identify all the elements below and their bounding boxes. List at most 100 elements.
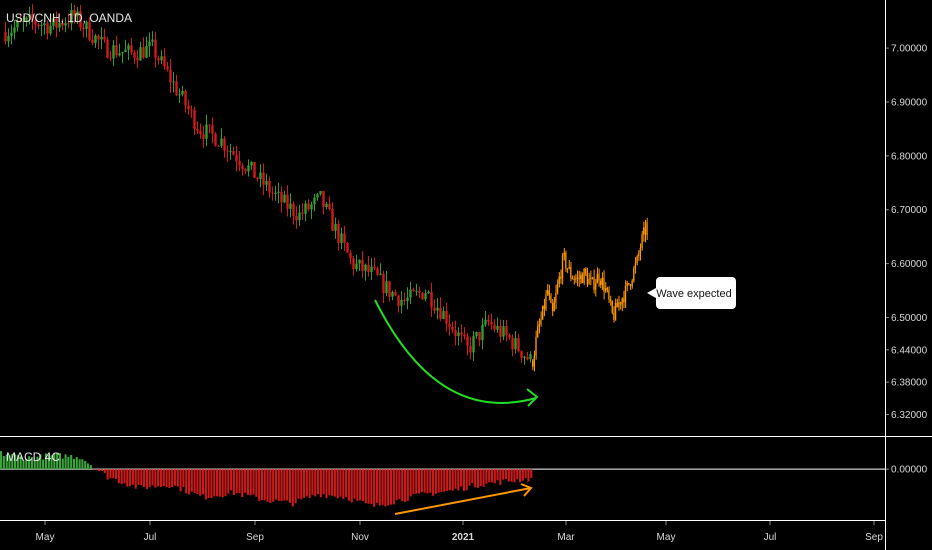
projection-body [623,298,625,303]
macd-bar [460,469,463,487]
projection-body [566,268,569,270]
macd-bar [521,469,524,481]
candle-body [130,45,133,53]
macd-bar [297,469,300,499]
macd-bar [507,469,510,482]
macd-bar [328,469,331,496]
candle-body [10,32,13,37]
macd-bar [319,469,322,498]
candle-body [247,165,250,172]
candle-body [433,307,436,311]
macd-bar [148,469,151,488]
curved-arrow [374,299,537,404]
macd-bar [30,457,33,470]
candle-body [163,56,166,67]
macd-bar [375,469,379,503]
candle-body [397,295,400,306]
candle-body [403,299,406,302]
macd-bar [370,469,373,505]
projection-body [575,278,577,280]
candle-body [82,27,85,29]
macd-bar [241,469,244,498]
macd-bar [86,463,90,470]
macd-bar [109,469,112,479]
macd-bar [417,469,421,494]
candle-body [517,338,520,352]
macd-bar [454,469,457,489]
time-tick-label: May [657,532,676,543]
macd-bar [134,469,137,489]
macd-bar [485,469,488,485]
macd-bar [238,469,241,494]
candle-body [334,223,337,231]
candle-body [409,289,412,298]
macd-bar [288,469,292,503]
candle-body [460,332,463,335]
candle-body [127,45,130,50]
candle-body [184,91,187,106]
macd-bar [249,469,252,496]
candle-body [7,36,10,42]
chart-title: USD/CNH, 1D, OANDA [6,11,132,25]
macd-pane[interactable] [0,451,885,515]
candle-body [145,46,148,58]
candle-body [217,145,220,147]
macd-bar [266,469,269,502]
candle-body [25,17,28,22]
macd-bar [193,469,196,493]
candle-body [196,128,199,131]
candle-body [214,133,217,146]
candle-body [286,194,289,209]
time-tick-label: Jul [764,532,777,543]
candle-body [52,18,55,26]
projection-body [536,326,539,337]
price-axis[interactable]: 7.00000 6.90000 6.80000 6.70000 6.60000 6.500… [885,44,928,476]
candle-body [250,161,253,166]
candle-body [436,307,439,311]
macd-bar [81,459,84,470]
projection-body [634,263,636,269]
macd-bar [493,469,496,484]
macd-bar [280,469,283,502]
macd-bar [518,469,522,483]
candle-body [481,324,484,341]
macd-bar [143,469,146,487]
candle-body [94,35,97,43]
macd-bar [2,456,5,470]
projection-body [618,302,620,308]
price-tick-label: 7.00000 [891,44,928,55]
candle-body [64,23,67,26]
price-pane[interactable] [4,3,532,365]
candle-body [391,291,394,297]
candle-body [304,203,307,214]
candle-body [415,290,418,292]
candle-body [43,23,46,26]
macd-bar [8,455,11,470]
projection-body [540,319,542,325]
candle-body [520,351,523,358]
projection-body [636,256,638,264]
macd-bar [434,469,437,494]
macd-bar [277,469,280,501]
candle-body [235,154,238,161]
time-tick-label: Sep [865,532,883,543]
projection-body [541,305,544,320]
macd-bar [98,469,101,472]
candle-body [502,326,505,337]
macd-bar [333,469,336,497]
candle-body [349,252,352,259]
candle-body [166,66,169,70]
macd-bar [84,460,87,470]
projection-body [646,222,648,235]
macd-bar [61,458,64,470]
macd-bar [11,453,14,470]
price-tick-label: 6.50000 [891,313,928,324]
candle-body [388,281,391,297]
projection-body [533,355,535,367]
macd-bar [28,456,31,470]
price-tick-label: 6.38000 [891,378,928,389]
candle-body [469,345,472,353]
macd-bar [117,469,120,484]
candle-body [253,161,256,178]
projection-body [616,302,618,308]
